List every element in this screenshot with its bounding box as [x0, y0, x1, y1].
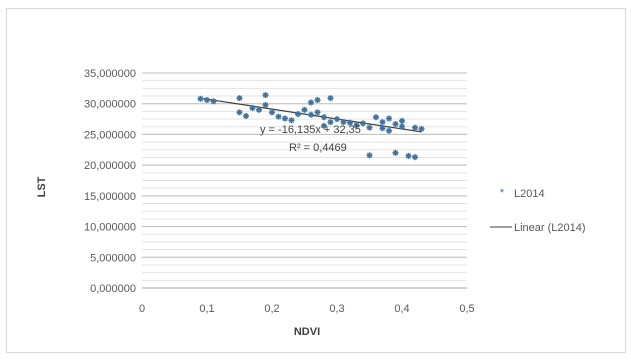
data-point — [340, 119, 347, 126]
data-point — [412, 154, 418, 161]
y-tick-label: 20,000000 — [84, 160, 136, 172]
data-point — [282, 115, 288, 122]
data-point — [399, 123, 405, 130]
data-point — [392, 120, 399, 127]
data-point — [204, 97, 210, 104]
data-point — [373, 114, 379, 121]
data-point — [379, 125, 386, 132]
data-point — [405, 152, 412, 159]
y-tick-label: 30,000000 — [84, 99, 136, 111]
scatter-chart: 0,000000 5,000000 10,000000 15,000000 20,000… — [36, 68, 586, 338]
data-point — [288, 117, 295, 124]
data-point — [256, 106, 262, 113]
data-point — [249, 105, 256, 112]
data-point — [314, 97, 321, 104]
data-point — [314, 109, 321, 116]
data-point — [392, 149, 399, 156]
data-point — [386, 115, 392, 122]
legend-label-trendline: Linear (L2014) — [514, 222, 586, 234]
x-tick-label: 0,3 — [329, 303, 344, 315]
x-tick-label: 0 — [139, 303, 145, 315]
data-point — [386, 127, 392, 134]
data-point — [366, 124, 373, 131]
data-point — [243, 113, 249, 119]
trendline-r2: R² = 0,4469 — [289, 142, 347, 154]
x-tick-label: 0,1 — [199, 303, 214, 315]
legend-label-series: L2014 — [514, 188, 545, 200]
data-point — [379, 119, 386, 126]
data-point — [236, 95, 243, 102]
data-point — [269, 109, 275, 116]
data-point — [399, 117, 405, 124]
data-point — [321, 114, 327, 121]
data-point — [262, 92, 269, 99]
data-point — [366, 152, 373, 159]
y-axis-title: LST — [36, 176, 48, 197]
data-point — [301, 106, 308, 113]
data-point — [347, 119, 353, 126]
data-point — [360, 120, 366, 127]
legend: * L2014 Linear (L2014) — [490, 187, 586, 234]
legend-marker-icon: * — [500, 187, 505, 199]
gridlines — [142, 72, 467, 289]
data-point — [327, 95, 334, 102]
data-point — [418, 125, 425, 132]
data-point — [262, 101, 269, 108]
trendline-equation: y = -16,135x + 32,35 — [260, 124, 361, 136]
data-point — [327, 119, 334, 126]
data-point — [308, 111, 314, 118]
x-axis-title: NDVI — [294, 326, 320, 338]
data-point — [210, 98, 217, 105]
data-point — [353, 122, 360, 129]
chart-area: 0,000000 5,000000 10,000000 15,000000 20,000… — [6, 8, 626, 353]
x-tick-label: 0,2 — [264, 303, 279, 315]
data-point — [197, 95, 204, 102]
y-tick-label: 15,000000 — [84, 191, 136, 203]
data-point — [334, 116, 340, 123]
data-point — [236, 109, 243, 116]
y-tick-label: 5,000000 — [90, 252, 136, 264]
axes: 0,000000 5,000000 10,000000 15,000000 20,000… — [84, 68, 475, 315]
y-tick-label: 35,000000 — [84, 68, 136, 80]
data-point — [295, 111, 301, 118]
data-point — [308, 99, 314, 106]
data-point — [275, 113, 282, 120]
data-point — [321, 122, 327, 129]
data-points — [197, 92, 425, 161]
x-tick-label: 0,4 — [394, 303, 409, 315]
y-tick-label: 10,000000 — [84, 222, 136, 234]
data-point — [412, 124, 418, 131]
y-tick-label: 0,000000 — [90, 283, 136, 295]
y-tick-label: 25,000000 — [84, 129, 136, 141]
x-tick-label: 0,5 — [459, 303, 474, 315]
